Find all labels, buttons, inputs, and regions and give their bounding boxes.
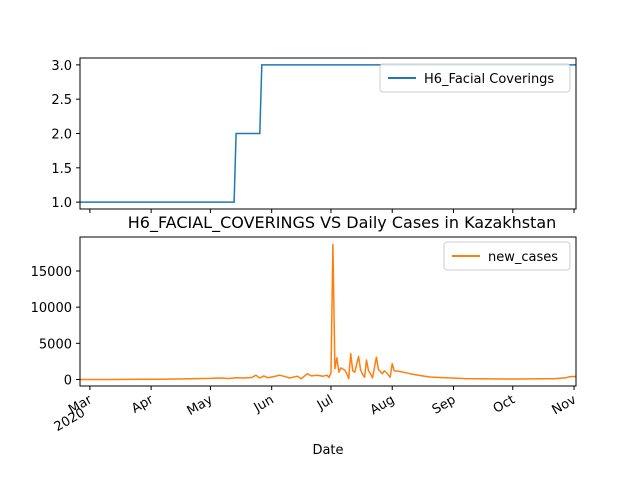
top-y-tick-label: 2.5 (51, 93, 72, 108)
series-line-h6-facial-coverings (80, 64, 576, 203)
bottom-legend: new_cases (443, 241, 571, 271)
x-axis-label: Date (312, 443, 343, 458)
bottom-axes-frame (79, 236, 577, 387)
top-y-tick-label: 1.0 (51, 196, 72, 211)
top-x-axis-ticks (89, 209, 575, 213)
top-legend-box (379, 63, 571, 93)
top-legend-label: H6_Facial Coverings (424, 72, 554, 87)
chart-title: H6_FACIAL_COVERINGS VS Daily Cases in Ka… (128, 213, 557, 233)
bottom-y-tick-label: 0 (64, 373, 72, 388)
bottom-y-tick-label: 10000 (31, 301, 72, 316)
facial-coverings-panel: 1.0 1.5 2.0 2.5 3.0 H6_Facial Coverings (51, 57, 577, 213)
top-y-axis-ticks: 1.0 1.5 2.0 2.5 3.0 (51, 59, 80, 211)
bottom-y-tick-label: 5000 (39, 337, 72, 352)
bottom-y-tick-label: 15000 (31, 265, 72, 280)
top-axes-frame (79, 57, 577, 210)
x-tick-label: Jul (314, 392, 336, 413)
series-line-new-cases (80, 243, 577, 381)
top-legend: H6_Facial Coverings (379, 63, 571, 93)
bottom-y-axis-ticks: 0 5000 10000 15000 (31, 265, 80, 388)
bottom-legend-label: new_cases (488, 250, 558, 265)
top-y-tick-label: 3.0 (51, 59, 72, 74)
top-y-tick-label: 1.5 (51, 162, 72, 177)
bottom-legend-box (443, 241, 571, 271)
top-y-tick-label: 2.0 (51, 128, 72, 143)
